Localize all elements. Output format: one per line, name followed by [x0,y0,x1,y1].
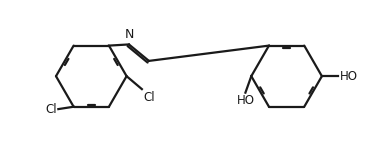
Text: HO: HO [237,94,254,107]
Text: Cl: Cl [143,92,155,104]
Text: Cl: Cl [45,103,57,116]
Text: N: N [124,28,134,42]
Text: HO: HO [340,70,357,83]
